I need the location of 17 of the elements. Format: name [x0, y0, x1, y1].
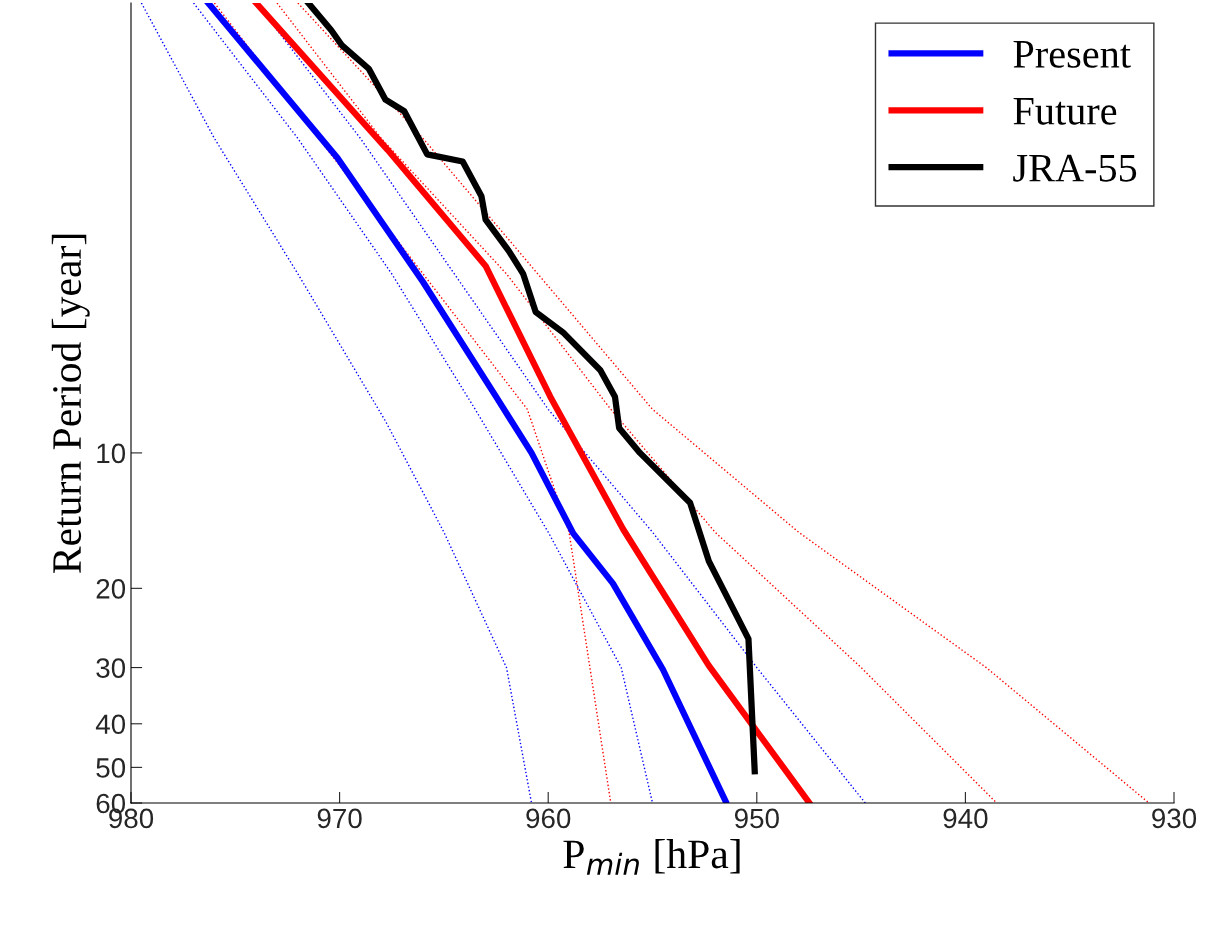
legend-label: Present [1013, 41, 1131, 68]
x-tick-label: 960 [526, 808, 571, 829]
x-tick-label: 970 [317, 808, 362, 829]
x-tick-label: 940 [943, 808, 988, 829]
line-series [140, 3, 533, 803]
y-tick-label: 50 [96, 758, 126, 778]
x-axis-title: P$_{min}$ [hPa] [563, 839, 740, 875]
y-tick-label: 30 [96, 658, 126, 678]
legend-label: Future [1013, 97, 1117, 125]
legend-label: JRA-55 [1013, 154, 1137, 182]
y-axis-title: Return Period [year] [51, 234, 90, 574]
x-tick-label: 950 [734, 808, 779, 829]
y-tick-label: 40 [95, 714, 126, 735]
line-series [297, 3, 1150, 803]
y-tick-label: 10 [97, 443, 126, 464]
x-tick-label: 930 [1152, 808, 1197, 829]
y-tick-label: 20 [96, 579, 126, 599]
